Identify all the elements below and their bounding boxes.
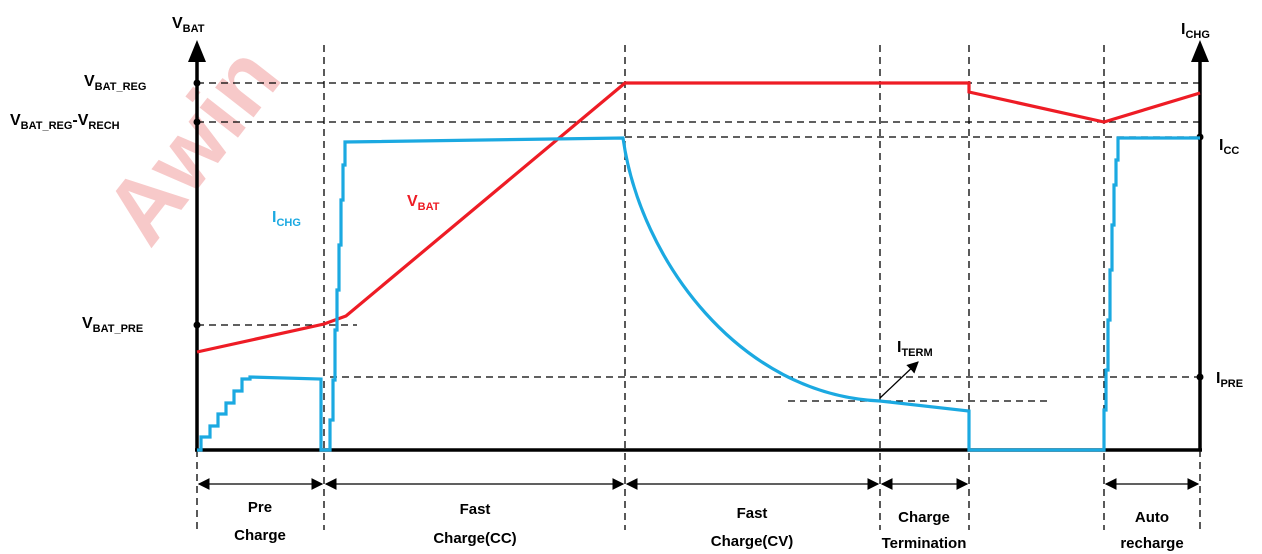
icc-label: ICC <box>1219 137 1239 157</box>
iterm-arrow <box>879 361 919 399</box>
vbat-reg-label: VBAT_REG <box>84 73 146 93</box>
ipre-dot <box>1196 373 1204 381</box>
vbat-curve-label: VBAT <box>407 193 440 213</box>
reference-lines <box>197 82 1200 402</box>
phase-cv-line2: Charge(CV) <box>711 533 794 550</box>
left-axis-arrow <box>188 40 206 62</box>
vbat-curve <box>196 81 1201 354</box>
level-markers <box>193 79 1204 381</box>
right-axis-label: ICHG <box>1181 21 1210 41</box>
phase-pre-line1: Pre <box>248 499 272 516</box>
phase-labels: Pre Charge Fast Charge(CC) Fast Charge(C… <box>234 499 1184 552</box>
ipre-label: IPRE <box>1216 370 1243 390</box>
iterm-label: ITERM <box>897 339 933 359</box>
left-axis-label: VBAT <box>172 15 205 35</box>
phase-recharge-line1: Auto <box>1135 509 1169 526</box>
phase-pre-line2: Charge <box>234 527 286 544</box>
phase-separators <box>196 45 1201 530</box>
ichg-curve-label: ICHG <box>272 209 301 229</box>
ichg-curve <box>197 136 1200 452</box>
phase-cc-line2: Charge(CC) <box>433 530 516 547</box>
phase-cc-line1: Fast <box>460 501 491 518</box>
vbat-reg-rech-label: VBAT_REG-VRECH <box>10 112 120 132</box>
phase-term-line2: Termination <box>882 535 967 552</box>
vbat-reg-dot <box>193 79 201 87</box>
vbat-pre-label: VBAT_PRE <box>82 315 143 335</box>
vbat-pre-dot <box>193 321 201 329</box>
vbat-rech-dot <box>193 118 201 126</box>
right-axis-arrow <box>1191 40 1209 62</box>
phase-cv-line1: Fast <box>737 505 768 522</box>
phase-term-line1: Charge <box>898 509 950 526</box>
phase-recharge-line2: recharge <box>1120 535 1183 552</box>
watermark: Awin <box>85 28 300 263</box>
